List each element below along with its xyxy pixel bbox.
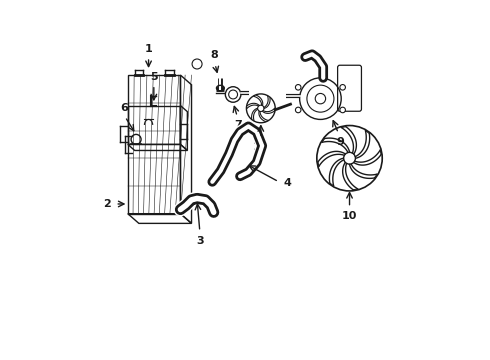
Circle shape (340, 107, 345, 113)
Text: 11: 11 (253, 141, 269, 152)
Text: 5: 5 (150, 72, 158, 82)
Text: 4: 4 (283, 178, 291, 188)
Circle shape (295, 85, 301, 90)
Circle shape (340, 85, 345, 90)
Text: 3: 3 (196, 236, 204, 246)
Circle shape (295, 107, 301, 113)
Text: 10: 10 (342, 211, 357, 221)
Text: 7: 7 (234, 120, 242, 130)
Text: 9: 9 (336, 137, 344, 147)
Text: 8: 8 (210, 50, 218, 60)
Text: 1: 1 (145, 44, 152, 54)
Text: 2: 2 (103, 199, 111, 209)
Text: 6: 6 (121, 103, 128, 113)
